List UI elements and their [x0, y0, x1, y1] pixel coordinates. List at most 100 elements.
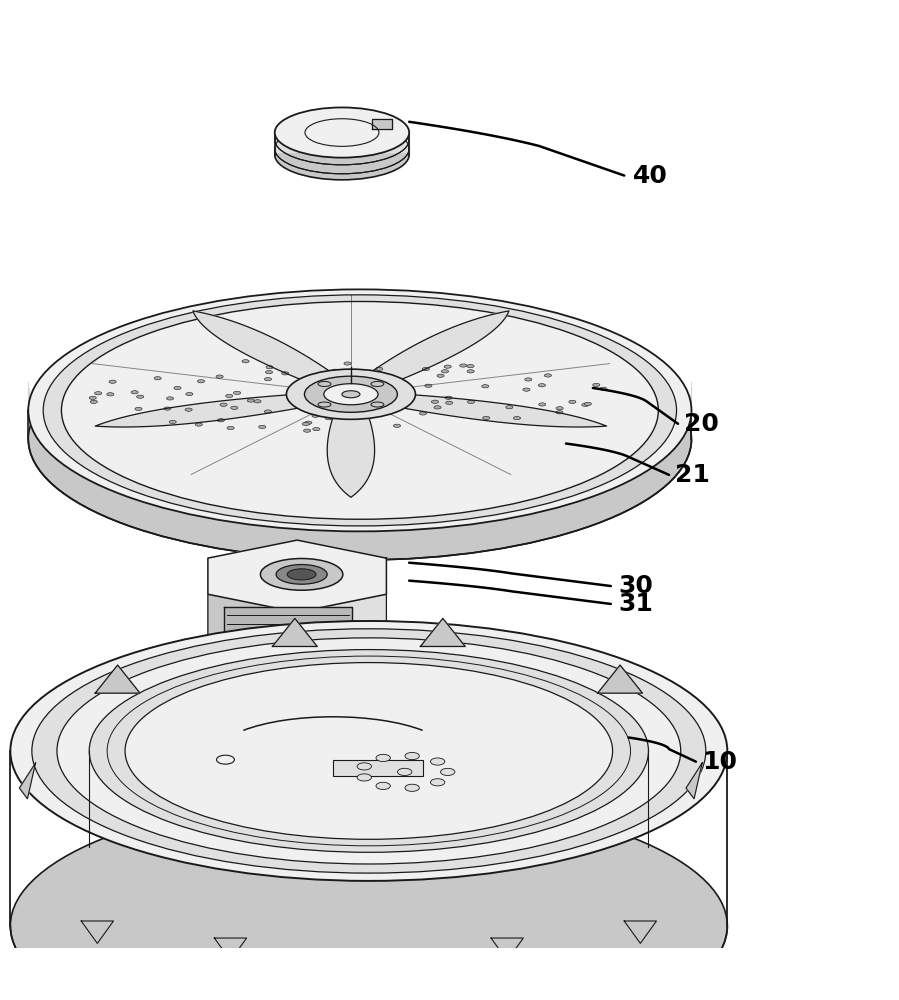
- Text: 21: 21: [675, 463, 710, 487]
- Ellipse shape: [195, 423, 202, 426]
- Ellipse shape: [313, 428, 320, 431]
- Ellipse shape: [90, 400, 97, 403]
- Ellipse shape: [506, 406, 513, 409]
- Ellipse shape: [61, 301, 658, 519]
- Ellipse shape: [318, 381, 331, 386]
- Ellipse shape: [186, 392, 193, 396]
- Ellipse shape: [340, 374, 347, 377]
- Ellipse shape: [357, 774, 371, 781]
- Ellipse shape: [425, 384, 432, 387]
- Text: 30: 30: [618, 574, 653, 598]
- Ellipse shape: [385, 411, 392, 415]
- Ellipse shape: [441, 370, 449, 373]
- Polygon shape: [95, 393, 320, 427]
- Ellipse shape: [276, 565, 327, 584]
- Polygon shape: [193, 311, 341, 386]
- Text: 20: 20: [684, 412, 719, 436]
- Ellipse shape: [523, 388, 530, 391]
- Ellipse shape: [592, 383, 600, 387]
- Ellipse shape: [467, 400, 475, 403]
- Ellipse shape: [357, 763, 371, 770]
- Ellipse shape: [569, 400, 576, 403]
- Ellipse shape: [431, 779, 445, 786]
- Ellipse shape: [467, 370, 474, 373]
- Ellipse shape: [311, 375, 318, 378]
- Ellipse shape: [467, 365, 474, 368]
- Ellipse shape: [216, 375, 223, 378]
- Ellipse shape: [312, 414, 319, 417]
- Ellipse shape: [539, 403, 546, 406]
- Ellipse shape: [218, 419, 225, 422]
- Polygon shape: [686, 763, 702, 799]
- Ellipse shape: [525, 378, 532, 381]
- Ellipse shape: [107, 393, 114, 396]
- Ellipse shape: [287, 569, 316, 580]
- Text: 40: 40: [633, 164, 668, 188]
- Ellipse shape: [11, 796, 727, 1000]
- Ellipse shape: [43, 295, 677, 526]
- Ellipse shape: [441, 768, 455, 775]
- Polygon shape: [20, 763, 36, 799]
- Ellipse shape: [584, 402, 592, 405]
- Ellipse shape: [304, 429, 311, 432]
- Ellipse shape: [174, 386, 181, 390]
- Ellipse shape: [135, 407, 142, 411]
- Ellipse shape: [198, 380, 205, 383]
- Ellipse shape: [265, 371, 272, 374]
- Ellipse shape: [379, 406, 387, 409]
- Ellipse shape: [254, 400, 261, 403]
- Polygon shape: [95, 665, 140, 693]
- Ellipse shape: [384, 375, 391, 379]
- Polygon shape: [298, 594, 387, 662]
- Ellipse shape: [444, 365, 451, 368]
- Ellipse shape: [227, 426, 234, 430]
- Polygon shape: [624, 921, 656, 943]
- Ellipse shape: [332, 369, 339, 372]
- Ellipse shape: [582, 403, 589, 406]
- Ellipse shape: [305, 376, 397, 412]
- Polygon shape: [372, 119, 392, 129]
- Ellipse shape: [483, 416, 490, 420]
- Ellipse shape: [324, 384, 378, 405]
- Ellipse shape: [185, 408, 192, 411]
- Ellipse shape: [275, 130, 409, 180]
- Ellipse shape: [266, 366, 273, 369]
- Ellipse shape: [445, 396, 452, 399]
- Ellipse shape: [234, 391, 241, 394]
- Polygon shape: [421, 618, 466, 646]
- Polygon shape: [598, 665, 643, 693]
- Ellipse shape: [371, 402, 384, 407]
- Polygon shape: [360, 311, 509, 386]
- Ellipse shape: [305, 421, 312, 424]
- Text: 10: 10: [702, 750, 737, 774]
- Ellipse shape: [169, 420, 176, 424]
- Ellipse shape: [302, 422, 309, 426]
- Ellipse shape: [226, 394, 233, 398]
- Ellipse shape: [89, 650, 648, 852]
- Polygon shape: [327, 409, 375, 497]
- Polygon shape: [491, 938, 523, 960]
- Ellipse shape: [437, 374, 444, 377]
- Ellipse shape: [318, 402, 331, 407]
- Ellipse shape: [394, 424, 401, 427]
- Ellipse shape: [164, 407, 171, 410]
- Ellipse shape: [242, 360, 249, 363]
- Ellipse shape: [556, 407, 563, 410]
- Ellipse shape: [220, 403, 227, 406]
- Ellipse shape: [109, 380, 116, 383]
- Polygon shape: [224, 607, 352, 641]
- Ellipse shape: [322, 412, 329, 415]
- Polygon shape: [208, 540, 387, 612]
- Ellipse shape: [231, 406, 238, 409]
- Text: 31: 31: [618, 592, 653, 616]
- Ellipse shape: [371, 381, 384, 386]
- Ellipse shape: [446, 401, 453, 404]
- Ellipse shape: [397, 768, 412, 775]
- Ellipse shape: [264, 378, 271, 381]
- Ellipse shape: [513, 416, 521, 420]
- Polygon shape: [275, 130, 409, 152]
- Ellipse shape: [259, 425, 266, 429]
- Ellipse shape: [11, 621, 727, 881]
- Ellipse shape: [420, 412, 427, 415]
- Ellipse shape: [28, 318, 691, 560]
